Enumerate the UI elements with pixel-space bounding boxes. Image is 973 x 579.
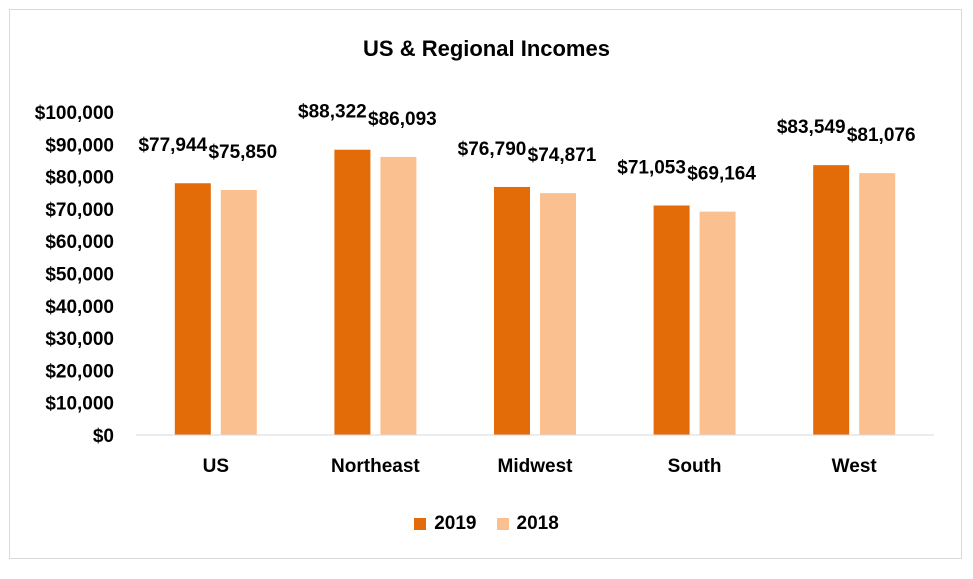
x-tick-label: US xyxy=(203,456,229,477)
y-tick-label: $10,000 xyxy=(45,394,114,415)
data-label: $74,871 xyxy=(528,145,597,166)
x-tick-label: Northeast xyxy=(331,456,420,477)
bar-2018-us xyxy=(220,190,257,435)
legend-label-2018: 2018 xyxy=(516,513,559,534)
bar-2018-south xyxy=(699,211,736,435)
y-tick-label: $50,000 xyxy=(45,265,114,286)
legend-item-2019: 2019 xyxy=(414,513,477,535)
y-tick-label: $60,000 xyxy=(45,232,114,253)
legend: 2019 2018 xyxy=(0,513,973,535)
bar-2018-midwest xyxy=(540,193,576,435)
y-tick-label: $40,000 xyxy=(45,297,114,318)
y-tick-label: $30,000 xyxy=(45,329,114,350)
x-tick-label: West xyxy=(832,456,878,477)
y-tick-label: $70,000 xyxy=(45,200,114,221)
bar-2019-south xyxy=(653,205,690,435)
x-tick-label: South xyxy=(668,456,722,477)
data-label: $88,322 xyxy=(298,102,367,123)
bar-2019-northeast xyxy=(334,149,371,435)
legend-swatch-2018 xyxy=(496,518,509,530)
data-label: $86,093 xyxy=(368,109,437,130)
bar-2019-midwest xyxy=(494,186,530,435)
data-label: $83,549 xyxy=(777,117,846,138)
bar-2018-northeast xyxy=(380,156,417,435)
bar-2019-west xyxy=(813,165,850,436)
data-label: $69,164 xyxy=(687,164,756,185)
data-label: $76,790 xyxy=(458,139,527,160)
y-tick-label: $20,000 xyxy=(45,361,114,382)
y-tick-label: $90,000 xyxy=(45,135,114,156)
data-label: $77,944 xyxy=(138,135,207,156)
x-tick-label: Midwest xyxy=(498,456,574,477)
legend-swatch-2019 xyxy=(414,518,427,530)
data-label: $71,053 xyxy=(617,157,686,178)
chart-area xyxy=(9,9,962,559)
legend-item-2018: 2018 xyxy=(496,513,559,535)
legend-label-2019: 2019 xyxy=(434,513,477,534)
data-label: $75,850 xyxy=(208,142,277,163)
y-tick-label: $80,000 xyxy=(45,168,114,189)
bar-2018-west xyxy=(859,173,896,436)
y-tick-label: $100,000 xyxy=(35,103,114,124)
y-tick-label: $0 xyxy=(93,426,114,447)
data-label: $81,076 xyxy=(847,125,916,146)
chart-title: US & Regional Incomes xyxy=(363,36,610,61)
bar-2019-us xyxy=(174,183,211,435)
